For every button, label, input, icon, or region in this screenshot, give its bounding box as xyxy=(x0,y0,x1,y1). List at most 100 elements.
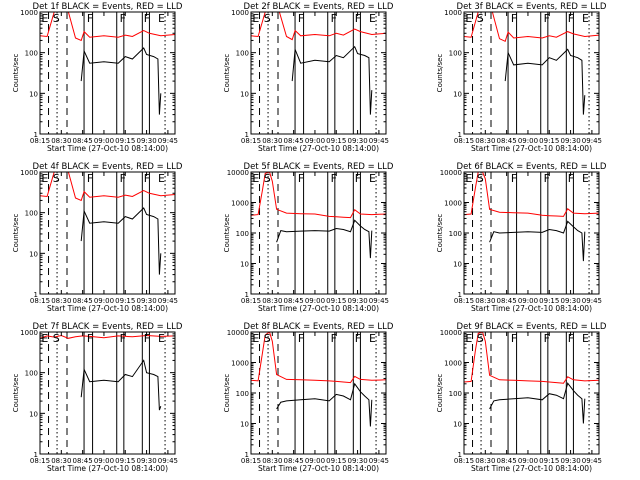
x-tick-label: 09:15 xyxy=(115,137,135,145)
region-label: F xyxy=(511,172,517,185)
region-label: F xyxy=(144,172,150,185)
region-label: F xyxy=(568,172,574,185)
region-label: F xyxy=(331,332,337,345)
y-tick-label: 100 xyxy=(449,230,462,238)
y-tick-label: 100 xyxy=(25,210,38,218)
region-label: F xyxy=(568,12,574,25)
y-axis-label: Counts/sec xyxy=(436,374,444,413)
x-tick-label: 09:15 xyxy=(326,457,346,465)
region-label: F xyxy=(87,12,93,25)
region-label: E xyxy=(252,172,259,185)
region-label: E xyxy=(158,172,165,185)
region-label: F xyxy=(144,332,150,345)
x-tick-label: 08:15 xyxy=(454,457,474,465)
events-series-line xyxy=(80,47,162,115)
region-label: E xyxy=(582,172,589,185)
lld-series-line xyxy=(464,12,599,42)
x-tick-label: 08:15 xyxy=(30,137,50,145)
region-label: E xyxy=(158,12,165,25)
region-label: E xyxy=(465,332,472,345)
x-tick-label: 08:45 xyxy=(73,457,93,465)
region-label: S xyxy=(53,172,60,185)
x-axis-label: Start Time (27-Oct-10 08:14:00) xyxy=(471,304,592,313)
x-tick-label: 09:45 xyxy=(158,297,178,305)
x-tick-label: 08:15 xyxy=(241,297,261,305)
chart-title: Det 7f BLACK = Events, RED = LLD xyxy=(33,322,183,332)
y-tick-label: 100 xyxy=(236,50,249,58)
region-label: F xyxy=(87,172,93,185)
x-tick-label: 08:30 xyxy=(475,297,495,305)
x-tick-label: 09:30 xyxy=(560,297,580,305)
x-tick-label: 09:15 xyxy=(539,297,559,305)
region-label: F xyxy=(298,332,304,345)
y-tick-label: 1000 xyxy=(231,9,249,17)
y-tick-label: 1000 xyxy=(20,329,38,337)
region-label: E xyxy=(582,12,589,25)
x-tick-label: 08:45 xyxy=(497,137,517,145)
events-series-line xyxy=(80,207,162,275)
x-tick-label: 09:00 xyxy=(94,137,114,145)
x-tick-label: 09:45 xyxy=(158,137,178,145)
region-label: S xyxy=(477,172,484,185)
y-tick-label: 1000 xyxy=(231,200,249,208)
y-tick-label: 10 xyxy=(29,410,38,418)
x-tick-label: 08:15 xyxy=(241,457,261,465)
y-tick-label: 1000 xyxy=(20,9,38,17)
chart-title: Det 5f BLACK = Events, RED = LLD xyxy=(244,162,394,172)
x-tick-label: 08:30 xyxy=(51,137,71,145)
y-axis-label: Counts/sec xyxy=(223,214,231,253)
x-tick-label: 08:30 xyxy=(262,457,282,465)
y-axis-label: Counts/sec xyxy=(436,214,444,253)
x-tick-label: 08:30 xyxy=(51,457,71,465)
region-label: F xyxy=(331,12,337,25)
y-tick-label: 100 xyxy=(449,50,462,58)
lld-series-line xyxy=(464,172,599,217)
region-label: E xyxy=(369,12,376,25)
x-tick-label: 09:00 xyxy=(305,137,325,145)
x-tick-label: 09:45 xyxy=(369,297,389,305)
events-series-line xyxy=(489,382,586,424)
region-label: E xyxy=(369,172,376,185)
y-tick-label: 10 xyxy=(29,90,38,98)
region-label: F xyxy=(331,172,337,185)
lld-series-line xyxy=(464,332,599,384)
region-label: F xyxy=(120,332,126,345)
plot-frame xyxy=(463,11,600,135)
x-tick-label: 09:45 xyxy=(369,137,389,145)
x-tick-label: 09:15 xyxy=(539,137,559,145)
events-series-line xyxy=(276,382,373,427)
x-tick-label: 09:45 xyxy=(582,297,602,305)
plot-frame xyxy=(39,331,176,455)
plot-frame xyxy=(463,171,600,295)
region-label: E xyxy=(41,12,48,25)
x-axis-label: Start Time (27-Oct-10 08:14:00) xyxy=(471,144,592,153)
x-tick-label: 09:00 xyxy=(305,297,325,305)
x-tick-label: 08:30 xyxy=(475,137,495,145)
y-tick-label: 1 xyxy=(245,131,249,139)
plot-frame xyxy=(250,331,387,455)
x-tick-label: 09:30 xyxy=(347,457,367,465)
y-tick-label: 1 xyxy=(34,291,38,299)
x-tick-label: 08:45 xyxy=(497,457,517,465)
region-label: F xyxy=(568,332,574,345)
region-label: F xyxy=(355,172,361,185)
x-tick-label: 09:00 xyxy=(94,297,114,305)
region-label: E xyxy=(41,332,48,345)
x-axis-label: Start Time (27-Oct-10 08:14:00) xyxy=(258,144,379,153)
region-label: E xyxy=(465,172,472,185)
region-label: F xyxy=(298,12,304,25)
x-tick-label: 08:30 xyxy=(262,297,282,305)
region-label: E xyxy=(582,332,589,345)
x-tick-label: 08:30 xyxy=(51,297,71,305)
plot-frame xyxy=(250,11,387,135)
region-label: F xyxy=(120,12,126,25)
region-label: S xyxy=(264,172,271,185)
y-tick-label: 10000 xyxy=(440,329,462,337)
lld-series-line xyxy=(40,172,175,202)
y-tick-label: 1000 xyxy=(444,360,462,368)
x-tick-label: 09:15 xyxy=(326,297,346,305)
